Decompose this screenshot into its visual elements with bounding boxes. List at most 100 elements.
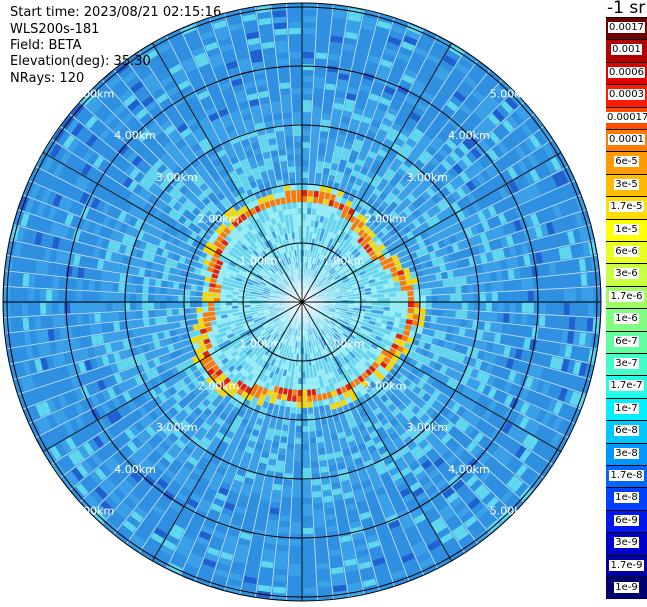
range-gate-cell [267,519,279,527]
range-gate-cell [215,70,228,80]
range-gate-cell [328,238,334,245]
range-gate-cell [244,356,251,363]
range-gate-cell [213,408,222,417]
range-gate-cell [365,490,376,500]
range-gate-cell [86,166,97,180]
range-gate-cell [361,322,369,327]
range-gate-cell [288,214,294,221]
range-gate-cell [199,345,208,353]
range-gate-cell [316,252,321,259]
range-gate-cell [251,454,260,463]
range-gate-cell [68,186,79,200]
range-gate-cell [460,345,468,355]
range-gate-cell [100,500,114,514]
range-gate-cell [329,371,336,379]
range-gate-cell [475,448,487,461]
range-gate-cell [396,52,410,63]
range-gate-cell [321,320,328,326]
range-gate-cell [220,289,227,294]
range-gate-cell [368,124,379,134]
range-gate-cell [404,342,412,350]
range-gate-cell [182,385,192,395]
range-gate-cell [295,365,299,372]
range-gate-cell [69,201,79,214]
range-gate-cell [186,325,194,333]
range-gate-cell [309,269,313,276]
range-gate-cell [187,213,196,222]
range-gate-cell [436,316,444,324]
range-gate-cell [176,470,188,481]
range-gate-cell [317,324,322,331]
range-gate-cell [297,208,302,215]
range-gate-cell [445,333,453,342]
range-gate-cell [278,532,289,540]
range-gate-cell [202,312,210,318]
range-gate-cell [75,107,89,122]
range-gate-cell [185,277,193,284]
range-gate-cell [302,485,312,492]
range-gate-cell [262,401,269,409]
range-gate-cell [99,463,112,477]
range-gate-cell [118,173,129,185]
range-gate-cell [303,10,317,17]
range-gate-cell [326,205,333,213]
range-gate-cell [395,412,405,422]
range-gate-cell [418,355,426,364]
range-gate-cell [283,118,292,125]
range-gate-cell [178,240,186,249]
range-gate-cell [148,82,162,95]
range-gate-cell [19,243,28,258]
range-gate-cell [211,535,224,546]
range-gate-cell [130,138,142,151]
range-gate-cell [325,446,334,454]
range-gate-cell [164,124,176,136]
range-gate-cell [545,430,557,444]
range-gate-cell [166,58,180,70]
range-gate-cell [275,173,283,181]
range-gate-cell [359,328,366,334]
range-gate-cell [319,137,328,144]
range-gate-cell [442,357,452,367]
range-gate-cell [372,81,385,91]
range-gate-cell [183,133,195,143]
range-gate-cell [268,371,275,379]
range-gate-cell [426,19,442,31]
range-gate-cell [218,37,232,47]
range-gate-cell [199,456,210,467]
range-gate-cell [166,485,179,497]
range-gate-cell [288,166,295,173]
range-gate-cell [364,330,372,337]
range-gate-cell [181,535,195,547]
range-gate-cell [406,476,418,487]
range-gate-cell [333,584,347,593]
range-gate-cell [346,376,353,384]
range-gate-cell [360,566,374,576]
range-gate-cell [104,496,118,510]
range-gate-cell [205,417,215,427]
range-gate-cell [280,436,288,444]
range-gate-cell [19,346,28,361]
range-gate-cell [136,302,143,310]
range-gate-cell [349,175,357,183]
range-gate-cell [43,370,53,384]
range-gate-cell [284,351,289,358]
range-gate-cell [369,49,382,59]
range-gate-cell [111,195,122,207]
range-gate-cell [277,286,284,291]
range-gate-cell [94,281,101,291]
range-gate-cell [278,276,284,283]
range-gate-cell [119,525,133,538]
range-gate-cell [147,253,156,262]
range-gate-cell [359,83,371,93]
range-gate-cell [389,101,402,111]
range-gate-cell [562,316,570,329]
range-gate-cell [251,376,258,384]
range-gate-cell [151,466,163,478]
range-gate-cell [170,557,185,569]
range-gate-cell [28,317,36,330]
range-gate-cell [163,389,173,399]
range-gate-cell [379,417,389,426]
range-gate-cell [138,327,146,336]
range-gate-cell [344,429,353,437]
range-gate-cell [353,488,364,497]
